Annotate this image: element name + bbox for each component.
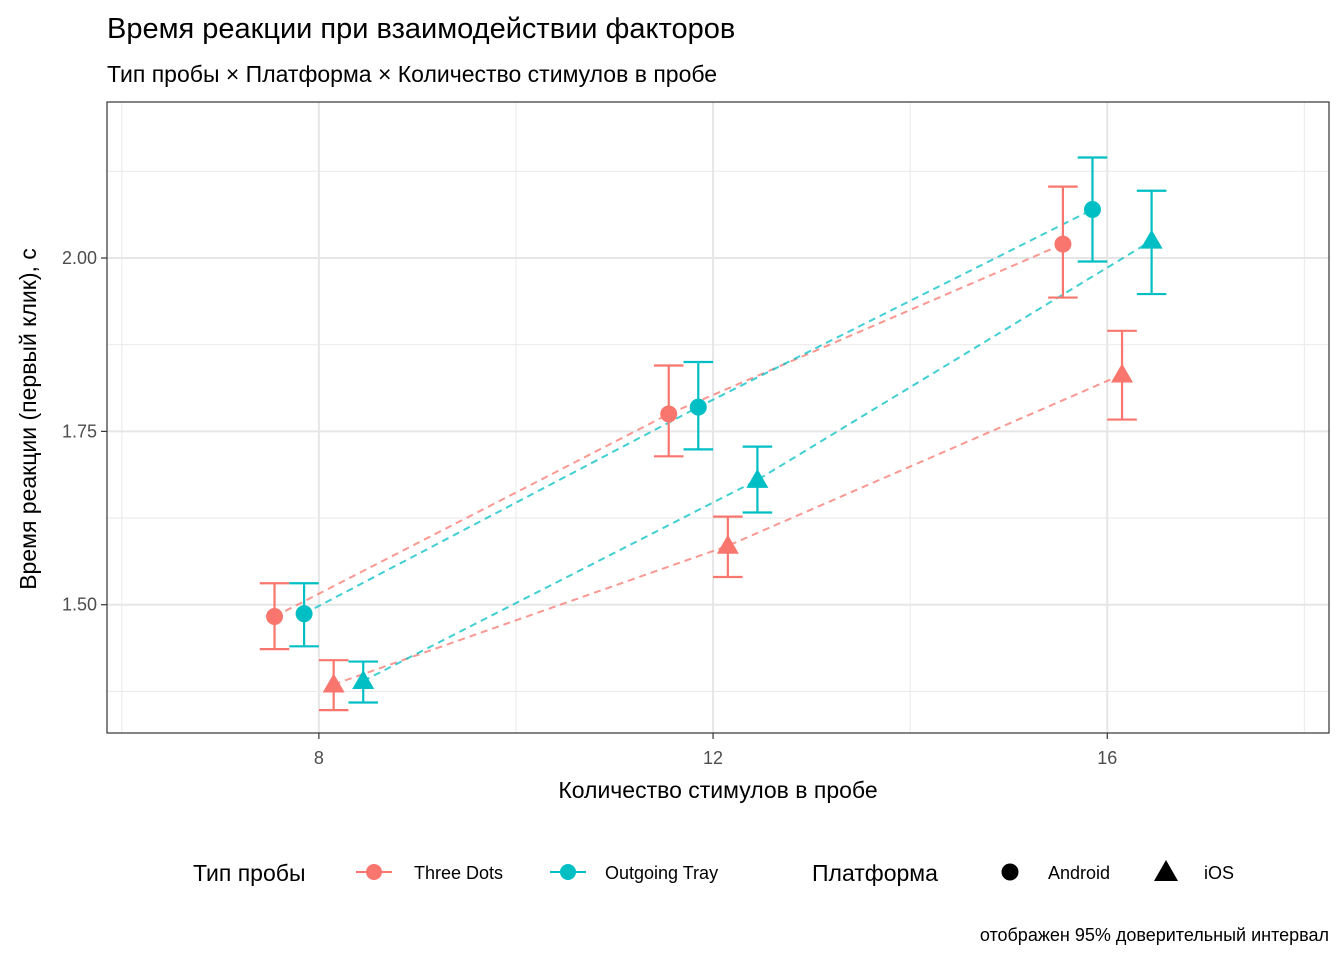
legend-color-title: Тип пробы bbox=[193, 860, 305, 886]
y-axis-title: Время реакции (первый клик), с bbox=[15, 248, 41, 590]
chart-caption: отображен 95% доверительный интервал bbox=[980, 925, 1329, 945]
chart-subtitle: Тип пробы × Платформа × Количество стиму… bbox=[107, 61, 717, 87]
legend-label-outgoing-tray: Outgoing Tray bbox=[605, 863, 718, 883]
point-circle-three-dots-android bbox=[1054, 235, 1072, 253]
point-circle-outgoing-tray-android bbox=[1083, 200, 1101, 218]
point-circle-outgoing-tray-android bbox=[295, 605, 313, 623]
point-circle-three-dots-android bbox=[266, 608, 284, 626]
data-points bbox=[266, 200, 1163, 693]
legend-label-ios: iOS bbox=[1204, 863, 1234, 883]
legend-key-outgoing-tray bbox=[550, 864, 586, 880]
axis-ticks: 1.50 1.75 2.00 8 12 16 bbox=[62, 248, 1117, 768]
legend-shape-title: Платформа bbox=[812, 860, 938, 886]
legend-android-circle-icon bbox=[1001, 863, 1019, 881]
point-triangle-three-dots-ios bbox=[716, 534, 739, 554]
legend-three-dots-dot bbox=[366, 864, 382, 880]
point-circle-outgoing-tray-android bbox=[689, 398, 707, 416]
x-tick-label: 12 bbox=[703, 748, 723, 768]
x-tick-label: 8 bbox=[314, 748, 324, 768]
trend-line-three-dots-android bbox=[274, 243, 1064, 618]
legend-key-three-dots bbox=[356, 864, 392, 880]
plot-panel-border bbox=[106, 101, 1330, 734]
legend: Тип пробы Three Dots Outgoing Tray Платф… bbox=[193, 860, 1234, 886]
x-axis-title: Количество стимулов в пробе bbox=[558, 777, 877, 803]
trend-line-outgoing-tray-ios bbox=[362, 239, 1153, 682]
point-triangle-three-dots-ios bbox=[322, 673, 345, 693]
legend-outgoing-tray-dot bbox=[560, 864, 576, 880]
point-circle-three-dots-android bbox=[660, 405, 678, 423]
error-bars bbox=[259, 156, 1167, 712]
legend-label-three-dots: Three Dots bbox=[414, 863, 503, 883]
point-triangle-three-dots-ios bbox=[1111, 363, 1134, 383]
legend-label-android: Android bbox=[1048, 863, 1110, 883]
point-triangle-outgoing-tray-ios bbox=[352, 669, 375, 689]
y-tick-label: 1.50 bbox=[62, 595, 97, 615]
chart-title: Время реакции при взаимодействии факторо… bbox=[107, 13, 735, 45]
x-tick-label: 16 bbox=[1097, 748, 1117, 768]
legend-ios-triangle-icon bbox=[1154, 860, 1178, 881]
y-tick-label: 1.75 bbox=[62, 421, 97, 441]
point-triangle-outgoing-tray-ios bbox=[1140, 229, 1163, 249]
y-tick-label: 2.00 bbox=[62, 248, 97, 268]
point-triangle-outgoing-tray-ios bbox=[746, 468, 769, 488]
grid bbox=[107, 102, 1329, 733]
